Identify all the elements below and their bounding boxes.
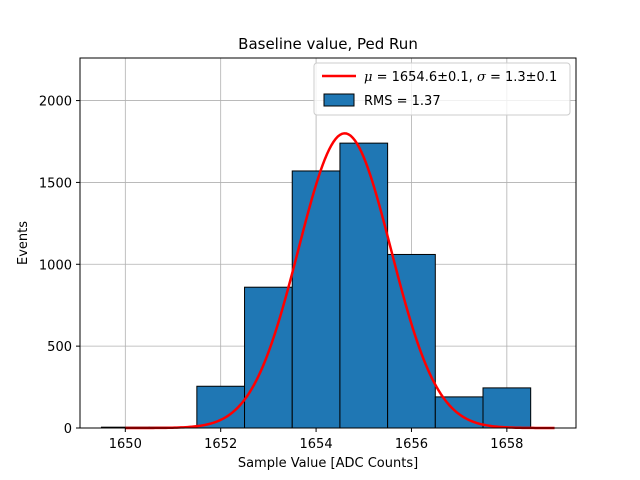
histogram-bar-6	[387, 253, 436, 429]
x-tick-label-1: 1652	[204, 437, 237, 452]
x-tick-label-2: 1654	[300, 437, 333, 452]
legend-sigma-value: = 1.3±0.1	[486, 70, 557, 85]
x-tick-label-3: 1656	[395, 437, 428, 452]
legend: μ = 1654.6±0.1, σ = 1.3±0.1 RMS = 1.37	[313, 62, 571, 116]
histogram-bar-5	[339, 142, 389, 429]
legend-rms-patch-swatch	[323, 93, 355, 107]
histogram-bar-4	[291, 170, 341, 429]
histogram-bar-3	[244, 286, 293, 429]
y-axis-ticks: 0 500 1000 1500 2000	[39, 95, 80, 437]
y-tick-label-3: 1500	[39, 176, 72, 191]
y-tick-label-0: 0	[64, 422, 72, 437]
x-tick-label-0: 1650	[109, 437, 142, 452]
legend-fit-label: μ = 1654.6±0.1, σ = 1.3±0.1	[364, 70, 557, 85]
legend-rms-label: RMS = 1.37	[364, 94, 441, 109]
x-axis-label: Sample Value [ADC Counts]	[238, 456, 418, 471]
y-tick-label-4: 2000	[39, 95, 72, 110]
legend-box	[313, 62, 571, 116]
plot-area-frame	[79, 57, 577, 429]
legend-mu-symbol: μ	[364, 70, 372, 85]
histogram-bar-8	[482, 387, 532, 429]
x-tick-label-4: 1658	[490, 437, 523, 452]
x-axis-ticks: 1650 1652 1654 1656 1658	[109, 428, 523, 452]
y-axis-label: Events	[16, 221, 31, 265]
y-tick-label-1: 500	[47, 340, 72, 355]
gaussian-fit-curve	[125, 132, 555, 430]
legend-sigma-symbol: σ	[477, 70, 487, 85]
y-tick-label-2: 1000	[39, 258, 72, 273]
fit-curve-layer	[125, 132, 555, 430]
chart-title: Baseline value, Ped Run	[238, 35, 418, 53]
legend-mu-value: = 1654.6±0.1,	[372, 70, 476, 85]
